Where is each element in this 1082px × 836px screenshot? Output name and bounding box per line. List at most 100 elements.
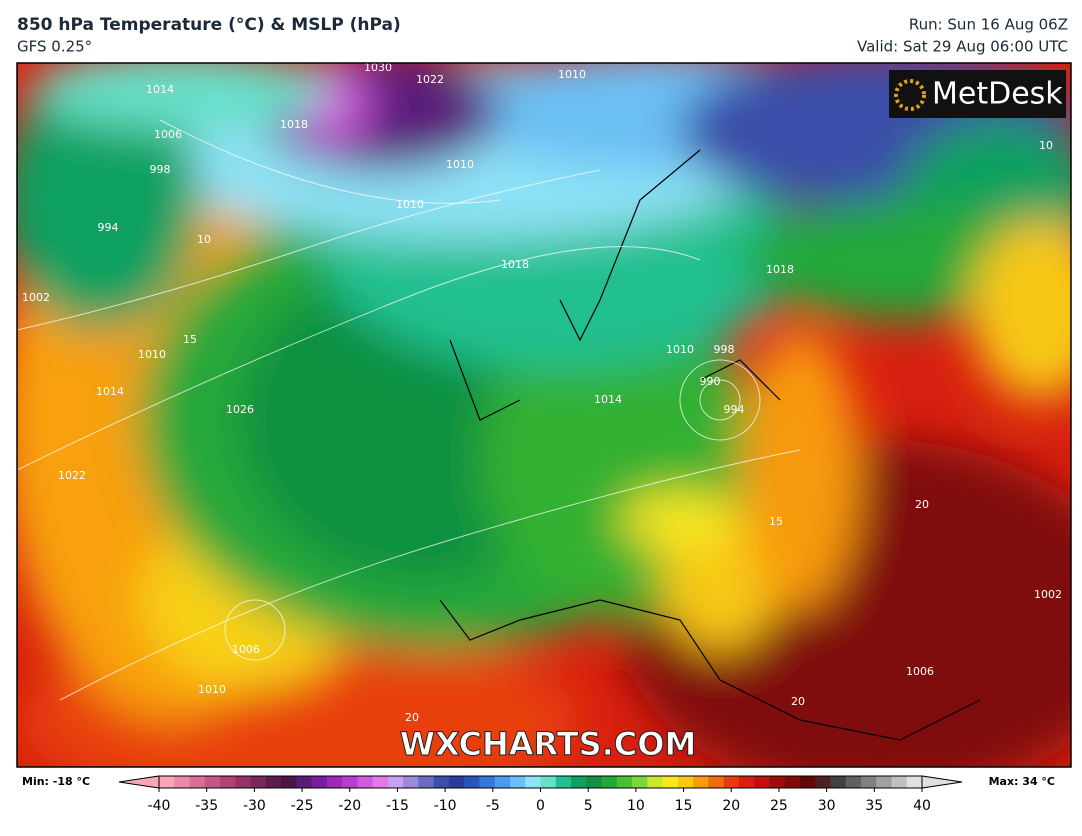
colorbar-tick-label: -15 xyxy=(386,798,409,814)
contour-labels: 1030102210181014101010069989941002101010… xyxy=(22,61,1062,724)
contour-label: 1018 xyxy=(280,118,308,131)
contour-label: 20 xyxy=(791,695,805,708)
colorbar-arrow xyxy=(921,775,963,789)
colorbar-segment xyxy=(204,776,221,788)
colorbar-segment xyxy=(311,776,328,788)
colorbar-segment xyxy=(250,776,267,788)
colorbar-segment xyxy=(677,776,694,788)
colorbar-segment xyxy=(586,776,603,788)
colorbar-segment xyxy=(876,776,892,788)
colorbar-segment xyxy=(555,776,572,788)
colorbar-segment xyxy=(387,776,404,788)
map: 1030102210181014101010069989941002101010… xyxy=(17,61,1071,767)
colorbar-segment xyxy=(632,776,648,788)
contour-label: 15 xyxy=(183,333,197,346)
colorbar-segment xyxy=(372,776,389,788)
colorbar-segment xyxy=(281,776,297,788)
colorbar-tick-label: 35 xyxy=(865,798,883,814)
max-label: Max: 34 °C xyxy=(989,775,1055,788)
colorbar-tick-label: 5 xyxy=(584,798,593,814)
colorbar-segment xyxy=(723,776,740,788)
colorbar-segment xyxy=(601,776,618,788)
colorbar-segment xyxy=(448,776,465,788)
colorbar-segment xyxy=(754,776,770,788)
contour-label: 1010 xyxy=(138,348,166,361)
colorbar-segment xyxy=(235,776,252,788)
contour-label: 1006 xyxy=(906,665,934,678)
contour-label: 1014 xyxy=(146,83,174,96)
colorbar-segment xyxy=(815,776,831,788)
colorbar-arrow xyxy=(118,775,160,789)
colorbar-segment xyxy=(494,776,511,788)
colorbar-segment xyxy=(265,776,282,788)
contour-label: 1006 xyxy=(154,128,182,141)
colorbar-segment xyxy=(296,776,313,788)
colorbar-tick-label: 15 xyxy=(675,798,693,814)
colorbar-segment xyxy=(693,776,709,788)
contour-label: 1010 xyxy=(446,158,474,171)
colorbar-segment xyxy=(357,776,374,788)
colorbar-segment xyxy=(616,776,633,788)
contour-label: 994 xyxy=(724,403,745,416)
colorbar-segment xyxy=(479,776,496,788)
colorbar-segment xyxy=(708,776,725,788)
contour-label: 1010 xyxy=(666,343,694,356)
colorbar-segment xyxy=(433,776,450,788)
contour-label: 1022 xyxy=(416,73,444,86)
valid: Valid: Sat 29 Aug 06:00 UTC xyxy=(857,38,1068,56)
contour-label: 1030 xyxy=(364,61,392,74)
colorbar: -40 -35 -30 -25 -20 -15 -10 -5 0 5 10 15 20 25 30 35 40 xyxy=(118,775,963,814)
colorbar-segment xyxy=(906,776,923,788)
colorbar-tick-label: 30 xyxy=(818,798,836,814)
colorbar-tick-label: 10 xyxy=(627,798,645,814)
colorbar-segment xyxy=(403,776,419,788)
contour-label: 994 xyxy=(98,221,119,234)
colorbar-segment xyxy=(540,776,557,788)
colorbar-tick-label: 40 xyxy=(913,798,931,814)
watermark: WXCHARTS.COM xyxy=(400,725,697,763)
colorbar-segment xyxy=(342,776,358,788)
colorbar-segment xyxy=(647,776,664,788)
colorbar-segment xyxy=(571,776,587,788)
contour-label: 1018 xyxy=(501,258,529,271)
contour-label: 1010 xyxy=(558,68,586,81)
min-label: Min: -18 °C xyxy=(22,775,90,788)
colorbar-tick-label: -25 xyxy=(291,798,314,814)
contour-label: 1026 xyxy=(226,403,254,416)
colorbar-segment xyxy=(738,776,755,788)
contour-label: 1010 xyxy=(396,198,424,211)
contour-label: 10 xyxy=(197,233,211,246)
contour-label: 20 xyxy=(405,711,419,724)
contour-label: 10 xyxy=(1039,139,1053,152)
colorbar-segment xyxy=(326,776,343,788)
colorbar-segment xyxy=(220,776,236,788)
colorbar-tick-label: -5 xyxy=(486,798,500,814)
run: Run: Sun 16 Aug 06Z xyxy=(909,16,1068,34)
colorbar-segment xyxy=(509,776,526,788)
colorbar-segment xyxy=(464,776,480,788)
colorbar-segment xyxy=(189,776,206,788)
contour-label: 1018 xyxy=(766,263,794,276)
colorbar-segment xyxy=(799,776,816,788)
contour-label: 1002 xyxy=(1034,588,1062,601)
colorbar-segment xyxy=(418,776,435,788)
colorbar-segment xyxy=(662,776,679,788)
colorbar-segment xyxy=(830,776,847,788)
contour-label: 1010 xyxy=(198,683,226,696)
colorbar-segment xyxy=(845,776,862,788)
logo: MetDesk xyxy=(932,77,1063,112)
colorbar-segment xyxy=(860,776,877,788)
contour-label: 1014 xyxy=(96,385,124,398)
colorbar-tick-label: -10 xyxy=(434,798,457,814)
subtitle: GFS 0.25° xyxy=(17,38,92,56)
colorbar-segment xyxy=(769,776,786,788)
colorbar-tick-label: -30 xyxy=(243,798,266,814)
contour-label: 998 xyxy=(714,343,735,356)
colorbar-segment xyxy=(174,776,191,788)
title: 850 hPa Temperature (°C) & MSLP (hPa) xyxy=(17,15,401,35)
colorbar-segment xyxy=(159,776,175,788)
contour-label: 1002 xyxy=(22,291,50,304)
colorbar-segment xyxy=(525,776,541,788)
map-frame xyxy=(16,62,1072,768)
